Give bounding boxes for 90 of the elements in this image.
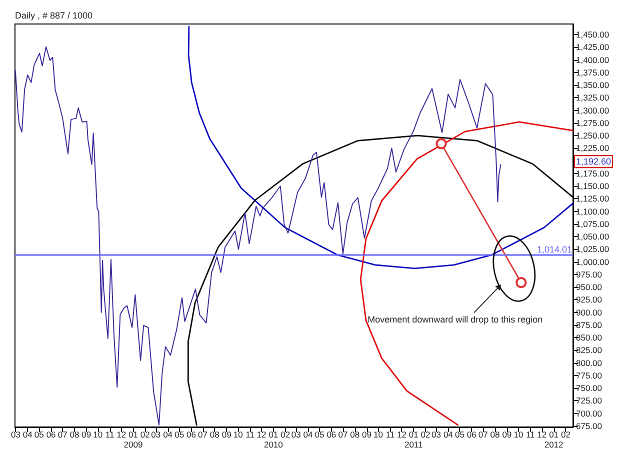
y-tick-label: 1,025.00 xyxy=(576,244,610,254)
y-tick-label: 1,275.00 xyxy=(576,118,610,128)
line-series xyxy=(360,121,574,426)
line-series xyxy=(188,26,574,270)
x2-tick-label: 2011 xyxy=(404,440,424,450)
x-tick-label: 04 xyxy=(303,430,313,440)
y-tick-label: 975.00 xyxy=(576,269,602,280)
chart-title: Daily , # 887 / 1000 xyxy=(15,10,93,20)
y-tick-label: 850.00 xyxy=(576,332,602,343)
x-tick-label: 11 xyxy=(105,430,115,440)
x-tick-label: 12 xyxy=(537,430,547,440)
x-tick-label: 11 xyxy=(526,430,536,440)
x-tick-label: 09 xyxy=(82,430,92,440)
y-tick-label: 1,375.00 xyxy=(576,67,610,78)
x-tick-label: 01 xyxy=(268,430,278,440)
x-tick-label: 12 xyxy=(396,430,407,440)
x-tick-label: 11 xyxy=(386,430,395,440)
x-tick-label: 07 xyxy=(58,430,68,440)
y-tick-label: 725.00 xyxy=(576,396,602,406)
x-tick-label: 06 xyxy=(186,430,196,440)
x-tick-label: 05 xyxy=(174,430,184,440)
y-tick-label: 1,250.00 xyxy=(576,130,610,141)
x-tick-label: 06 xyxy=(466,430,477,440)
x2-tick-label: 2009 xyxy=(124,440,143,450)
x-tick-label: 11 xyxy=(246,430,255,440)
x-tick-label: 09 xyxy=(502,430,512,440)
x-tick-label: 08 xyxy=(350,430,360,440)
x-tick-label: 06 xyxy=(46,430,56,440)
x-tick-label: 02 xyxy=(280,430,290,440)
y-tick-label: 750.00 xyxy=(576,383,602,394)
x-tick-label: 03 xyxy=(291,430,302,440)
y-tick-label: 1,400.00 xyxy=(576,54,610,65)
x-tick-label: 08 xyxy=(490,430,500,440)
y-tick-label: 775.00 xyxy=(576,370,602,380)
y-tick-label: 800.00 xyxy=(576,358,602,368)
y-tick-label: 1,050.00 xyxy=(576,232,610,242)
x-tick-label: 01 xyxy=(549,430,559,440)
y-tick-label: 700.00 xyxy=(576,408,602,418)
y-tick-label: 825.00 xyxy=(576,345,602,356)
x2-tick-label: 2012 xyxy=(544,440,564,450)
y-tick-label: 1,000.00 xyxy=(576,256,610,267)
y-tick-label: 1,300.00 xyxy=(576,105,610,116)
x-tick-label: 03 xyxy=(10,430,21,440)
x-tick-label: 09 xyxy=(222,430,232,440)
x-tick-label: 01 xyxy=(128,430,138,440)
y-tick-label: 950.00 xyxy=(576,282,602,292)
x-tick-label: 05 xyxy=(454,430,465,440)
y-tick-label: 1,100.00 xyxy=(576,206,610,216)
x-tick-label: 02 xyxy=(140,430,150,440)
line-series xyxy=(14,46,502,426)
x-tick-label: 09 xyxy=(362,430,372,440)
x-tick-label: 05 xyxy=(314,430,325,440)
x-tick-label: 12 xyxy=(116,430,126,440)
y-tick-label: 1,150.00 xyxy=(576,181,610,192)
text: 1,192.60 xyxy=(576,156,612,167)
y-tick-label: 1,450.00 xyxy=(576,30,610,40)
y-tick-label: 1,350.00 xyxy=(576,80,610,90)
y-tick-label: 1,075.00 xyxy=(576,218,610,229)
x-tick-label: 01 xyxy=(408,430,419,440)
x-tick-label: 04 xyxy=(163,430,173,440)
y-tick-label: 675.00 xyxy=(576,420,602,431)
x-tick-label: 03 xyxy=(151,430,161,440)
y-tick-label: 900.00 xyxy=(576,307,602,318)
x-tick-label: 04 xyxy=(22,430,33,440)
x-tick-label: 08 xyxy=(70,430,80,440)
x-tick-label: 08 xyxy=(210,430,220,440)
x-tick-label: 03 xyxy=(432,430,442,440)
y-tick-label: 875.00 xyxy=(576,320,602,330)
x-tick-label: 05 xyxy=(34,430,44,440)
x-tick-label: 10 xyxy=(93,430,103,440)
x-tick-label: 02 xyxy=(420,430,431,440)
x-tick-label: 10 xyxy=(233,430,244,440)
y-tick-label: 1,125.00 xyxy=(576,194,610,204)
x-tick-label: 07 xyxy=(478,430,488,440)
x2-tick-label: 2010 xyxy=(264,440,284,450)
ref-line-label: 1,014.01 xyxy=(536,244,572,254)
x-tick-label: 07 xyxy=(198,430,208,440)
x-tick-label: 10 xyxy=(514,430,524,440)
y-tick-label: 925.00 xyxy=(576,294,602,305)
x-tick-label: 07 xyxy=(338,430,348,440)
x-tick-label: 12 xyxy=(256,430,267,440)
y-tick-label: 1,325.00 xyxy=(576,92,610,103)
annotation: Movement downward will drop to this region xyxy=(368,314,543,325)
y-tick-label: 1,175.00 xyxy=(576,168,610,178)
x-tick-label: 04 xyxy=(443,430,454,440)
y-tick-label: 1,425.00 xyxy=(576,42,610,52)
x-tick-label: 06 xyxy=(326,430,336,440)
x-tick-label: 10 xyxy=(374,430,384,440)
x-tick-label: 02 xyxy=(560,430,571,440)
y-tick-label: 1,225.00 xyxy=(576,143,610,154)
